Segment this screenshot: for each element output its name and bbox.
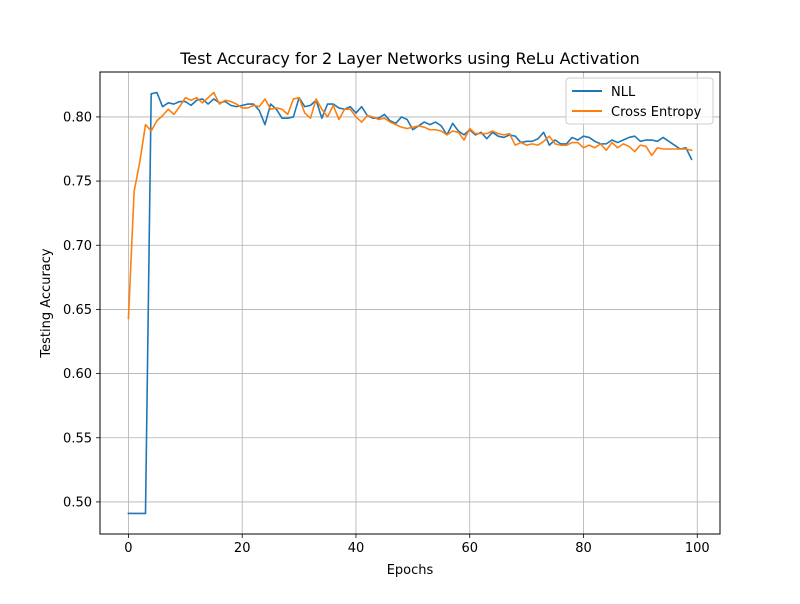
series-lines [127,91,693,515]
x-axis-ticks: 0 20 40 60 80 100 [124,534,710,556]
legend-box [565,77,714,125]
y-axis-label: Testing Accuracy [39,248,54,358]
x-tick-label: 40 [348,541,365,556]
y-tick-label: 0.65 [63,303,92,318]
y-tick-label: 0.80 [63,110,92,125]
legend-label-cross-entropy: Cross Entropy [611,105,702,120]
plot-area-frame [99,71,721,535]
x-axis-label: Epochs [387,563,434,578]
x-tick-label: 60 [461,541,478,556]
y-tick-label: 0.55 [63,431,92,446]
grid [100,72,720,534]
legend-label-nll: NLL [611,85,636,100]
x-tick-label: 100 [685,541,710,556]
legend: NLL Cross Entropy [565,77,714,125]
y-tick-label: 0.60 [63,367,92,382]
x-tick-label: 80 [575,541,592,556]
series-line-cross-entropy [127,91,693,320]
chart-title: Test Accuracy for 2 Layer Networks using… [179,49,640,68]
y-tick-label: 0.50 [63,495,92,510]
y-axis-ticks: 0.50 0.55 0.60 0.65 0.70 0.75 0.80 [63,110,100,510]
x-tick-label: 20 [234,541,251,556]
y-tick-label: 0.75 [63,175,92,190]
y-tick-label: 0.70 [63,239,92,254]
x-tick-label: 0 [124,541,132,556]
